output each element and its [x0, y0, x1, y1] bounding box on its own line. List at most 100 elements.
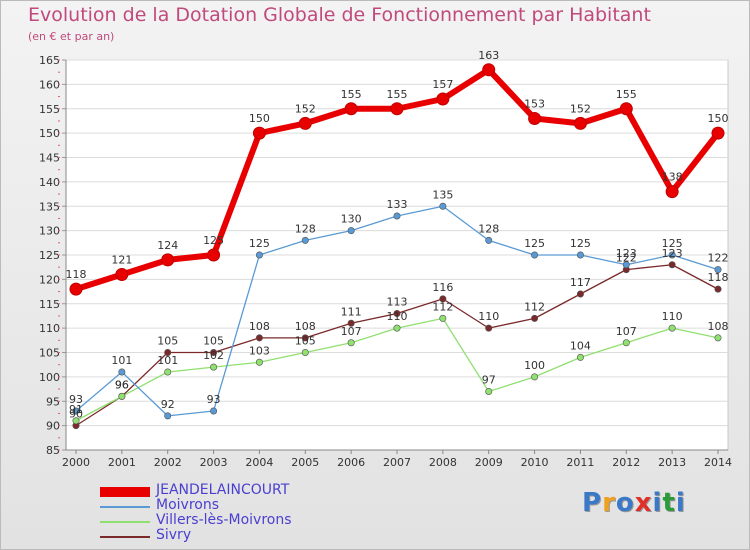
y-tick-label: 115: [39, 298, 60, 311]
logo-letter: P: [582, 488, 603, 518]
data-label: 116: [432, 281, 453, 294]
data-point: [714, 334, 722, 342]
data-label: 108: [295, 320, 316, 333]
data-point: [347, 319, 355, 327]
data-point: [72, 407, 80, 415]
data-label: 118: [708, 271, 729, 284]
chart-subtitle: (en € et par an): [28, 30, 115, 43]
y-tick-label: 140: [39, 176, 60, 189]
data-point: [573, 116, 587, 130]
data-label: 133: [387, 198, 408, 211]
data-point: [210, 363, 218, 371]
data-label: 105: [203, 335, 224, 348]
data-point: [714, 285, 722, 293]
y-tick-label: 110: [39, 322, 60, 335]
data-label: 107: [341, 325, 362, 338]
data-label: 152: [570, 102, 591, 115]
data-point: [164, 368, 172, 376]
data-point: [118, 392, 126, 400]
data-label: 112: [524, 300, 545, 313]
y-tick-label: 135: [39, 200, 60, 213]
legend-label: JEANDELAINCOURT: [156, 482, 290, 498]
data-point: [347, 227, 355, 235]
data-point: [115, 268, 129, 281]
data-point: [301, 236, 309, 244]
data-label: 163: [478, 49, 499, 62]
data-label: 155: [387, 88, 408, 101]
data-point: [668, 324, 676, 332]
legend-swatch: [100, 487, 150, 497]
data-label: 110: [662, 310, 683, 323]
y-tick-label: 120: [39, 273, 60, 286]
data-label: 121: [111, 254, 132, 267]
data-label: 96: [115, 378, 129, 391]
data-point: [714, 266, 722, 274]
logo-letter: i: [652, 488, 663, 518]
data-label: 111: [341, 305, 362, 318]
data-point: [439, 202, 447, 210]
y-tick-label: 145: [39, 152, 60, 165]
data-point: [255, 358, 263, 366]
data-label: 125: [203, 234, 224, 247]
logo-letter: i: [675, 488, 686, 518]
y-tick-label: 130: [39, 225, 60, 238]
data-point: [210, 348, 218, 356]
data-point: [485, 387, 493, 395]
data-point: [531, 314, 539, 322]
x-tick-label: 2011: [566, 456, 594, 469]
y-tick-label: 150: [39, 127, 60, 140]
data-point: [164, 348, 172, 356]
data-label: 157: [432, 78, 453, 91]
data-point: [393, 309, 401, 317]
data-label: 155: [616, 88, 637, 101]
x-tick-label: 2005: [291, 456, 319, 469]
legend-swatch: [100, 521, 150, 523]
data-label: 150: [249, 112, 270, 125]
data-label: 91: [69, 403, 83, 416]
data-label: 135: [432, 188, 453, 201]
legend-label: Villers-lès-Moivrons: [156, 512, 292, 528]
data-point: [255, 334, 263, 342]
data-point: [665, 185, 679, 199]
data-label: 110: [478, 310, 499, 323]
data-label: 118: [66, 268, 87, 281]
data-point: [390, 102, 404, 116]
data-label: 104: [570, 339, 591, 352]
logo-letter: r: [602, 488, 616, 518]
data-label: 90: [69, 408, 83, 421]
data-label: 100: [524, 359, 545, 372]
data-point: [207, 248, 221, 262]
data-point: [118, 368, 126, 376]
data-label: 117: [570, 276, 591, 289]
y-tick-label: 85: [46, 444, 60, 457]
data-label: 105: [295, 335, 316, 348]
proxiti-logo: Proxiti: [582, 488, 686, 518]
data-point: [301, 334, 309, 342]
legend-label: Moivrons: [156, 497, 219, 513]
legend-swatch: [100, 506, 150, 508]
data-point: [255, 251, 263, 259]
logo-letter: x: [634, 488, 653, 518]
data-point: [711, 126, 725, 140]
data-label: 125: [524, 237, 545, 250]
logo-letter: t: [662, 488, 676, 518]
data-point: [161, 253, 175, 267]
data-label: 150: [708, 112, 729, 125]
x-tick-label: 2007: [383, 456, 411, 469]
data-label: 110: [387, 310, 408, 323]
data-point: [252, 126, 266, 140]
x-tick-label: 2004: [245, 456, 273, 469]
data-point: [619, 102, 633, 116]
data-label: 124: [157, 239, 178, 252]
data-label: 122: [616, 252, 637, 265]
y-tick-label: 105: [39, 347, 60, 360]
data-point: [393, 212, 401, 220]
legend-swatch: [100, 536, 150, 538]
data-label: 122: [708, 252, 729, 265]
data-point: [485, 324, 493, 332]
data-label: 101: [111, 354, 132, 367]
data-label: 103: [249, 344, 270, 357]
data-label: 130: [341, 213, 362, 226]
y-tick-label: 165: [39, 54, 60, 67]
data-point: [576, 251, 584, 259]
